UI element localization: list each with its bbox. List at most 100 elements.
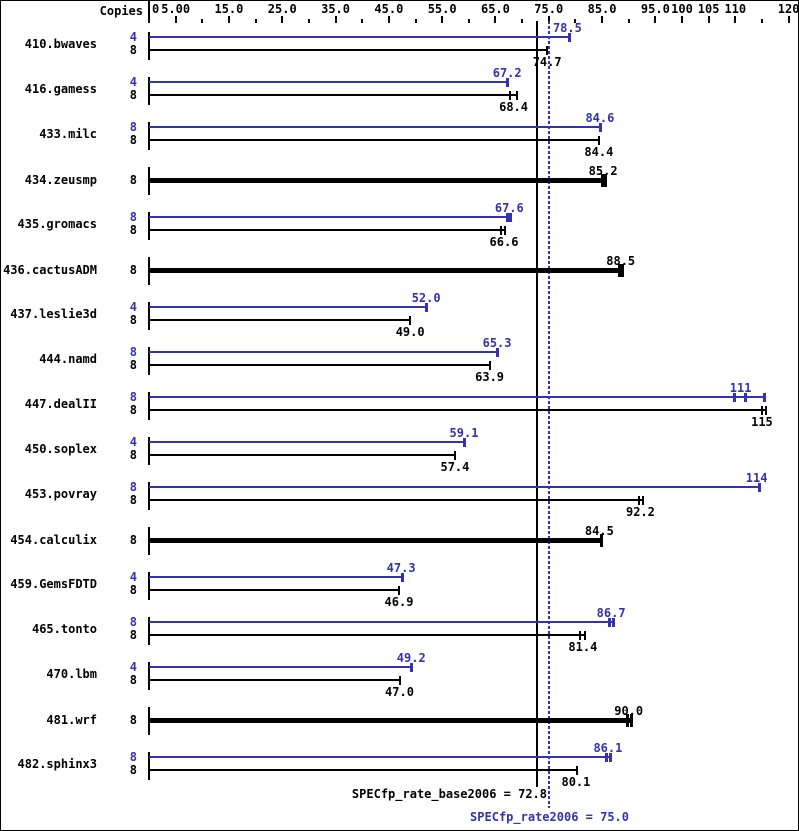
base-bar: [149, 499, 645, 501]
axis-label: 55.0: [427, 2, 457, 16]
peak-bar: [149, 306, 428, 308]
axis-minor-tick: [467, 19, 470, 23]
bar-end-tick: [546, 46, 549, 55]
group-axis-line: [148, 572, 150, 600]
bar-value-label: 67.6: [494, 201, 524, 215]
bar-end-tick: [454, 451, 456, 460]
bar-value-label: 84.6: [585, 111, 615, 125]
axis-major-tick: [601, 16, 604, 23]
axis-label: 100: [671, 2, 693, 16]
bar-end-tick: [612, 618, 616, 627]
base-bar: [149, 364, 491, 366]
base-bar: [149, 178, 607, 183]
axis-major-tick: [734, 16, 737, 23]
peak-bar: [149, 576, 403, 578]
bar-value-label: 85.2: [588, 164, 618, 178]
bar-value-label: 57.4: [440, 460, 470, 474]
benchmark-name: 459.GemsFDTD: [10, 577, 97, 591]
axis-label: 95.0: [640, 2, 670, 16]
bar-value-label: 67.2: [492, 66, 522, 80]
bar-run-tick: [608, 618, 612, 627]
bar-run-tick: [505, 213, 509, 222]
group-axis-line: [148, 482, 150, 510]
benchmark-name: 482.sphinx3: [17, 757, 97, 771]
peak-bar: [149, 81, 509, 83]
axis-minor-tick: [574, 19, 577, 23]
axis-major-tick: [707, 16, 710, 23]
axis-label: 35.0: [321, 2, 350, 16]
bar-value-label: 111: [729, 381, 752, 395]
benchmark-group: 436.cactusADM 8 88.5: [1, 254, 798, 299]
bar-end-tick: [598, 123, 602, 132]
copies-value: 8: [129, 533, 137, 547]
benchmark-group: 435.gromacs 8 67.6 8 66.6: [1, 201, 798, 254]
bar-run-tick: [637, 496, 640, 505]
base-bar: [149, 319, 412, 321]
bar-value-label: 59.1: [449, 426, 479, 440]
benchmark-group: 470.lbm 4 49.2 8 47.0: [1, 651, 798, 704]
peak-bar: [149, 441, 466, 443]
benchmark-group: 454.calculix 8 84.5: [1, 524, 798, 569]
copies-value: 4: [129, 435, 137, 449]
benchmark-name: 434.zeusmp: [24, 173, 97, 187]
copies-value: 8: [129, 480, 137, 494]
bar-end-tick: [629, 714, 633, 727]
base-bar: [149, 589, 401, 591]
bar-end-tick: [488, 361, 491, 370]
bar-end-tick: [642, 496, 645, 505]
axis-major-tick: [174, 16, 177, 23]
base-bar: [149, 718, 632, 723]
bar-run-tick: [605, 753, 609, 762]
benchmark-name: 444.namd: [39, 352, 97, 366]
bar-value-label: 68.4: [499, 100, 529, 114]
bar-value-label: 49.0: [395, 325, 425, 339]
copies-value: 8: [129, 43, 137, 57]
benchmark-group: 465.tonto 8 86.7 8 81.4: [1, 606, 798, 659]
bar-end-tick: [757, 483, 761, 492]
copies-value: 4: [129, 75, 137, 89]
copies-value: 8: [129, 88, 137, 102]
axis-minor-tick: [201, 19, 204, 23]
axis-major-tick: [787, 16, 790, 23]
base-bar: [149, 268, 624, 273]
benchmark-group: 433.milc 8 84.6 8 84.4: [1, 111, 798, 164]
peak-bar: [149, 756, 612, 758]
base-bar: [149, 49, 549, 51]
bar-value-label: 66.6: [489, 235, 519, 249]
axis-label: 105: [697, 2, 720, 16]
bar-value-label: 92.2: [625, 505, 655, 519]
benchmark-group: 410.bwaves 4 78.5 8 74.7: [1, 21, 798, 74]
axis-major-tick: [547, 16, 550, 23]
benchmark-name: 435.gromacs: [17, 217, 97, 231]
copies-value: 8: [129, 583, 137, 597]
bar-value-label: 52.0: [411, 291, 441, 305]
axis-minor-tick: [414, 19, 417, 23]
bar-run-tick: [733, 393, 737, 402]
copies-value: 8: [129, 615, 137, 629]
axis-major-tick: [494, 16, 497, 23]
benchmark-name: 453.povray: [24, 487, 97, 501]
copies-value: 8: [129, 403, 137, 417]
bar-end-tick: [609, 753, 613, 762]
group-axis-line: [148, 752, 150, 780]
axis-minor-tick: [307, 19, 310, 23]
bar-value-label: 63.9: [475, 370, 505, 384]
peak-bar: [149, 666, 413, 668]
bar-value-label: 80.1: [561, 775, 591, 789]
bar-run-tick: [743, 393, 747, 402]
copies-value: 8: [129, 763, 137, 777]
base-bar: [149, 634, 587, 636]
copies-value: 8: [129, 223, 137, 237]
bar-end-tick: [410, 663, 414, 672]
group-axis-line: [148, 32, 150, 60]
bar-end-tick: [567, 33, 571, 42]
copies-value: 8: [129, 448, 137, 462]
benchmark-name: 416.gamess: [24, 82, 97, 96]
benchmark-name: 433.milc: [39, 127, 97, 141]
bar-value-label: 88.5: [606, 254, 636, 268]
base-bar: [149, 769, 578, 771]
axis-label: 15.0: [214, 2, 244, 16]
group-axis-line: [148, 392, 150, 420]
copies-value: 8: [129, 673, 137, 687]
